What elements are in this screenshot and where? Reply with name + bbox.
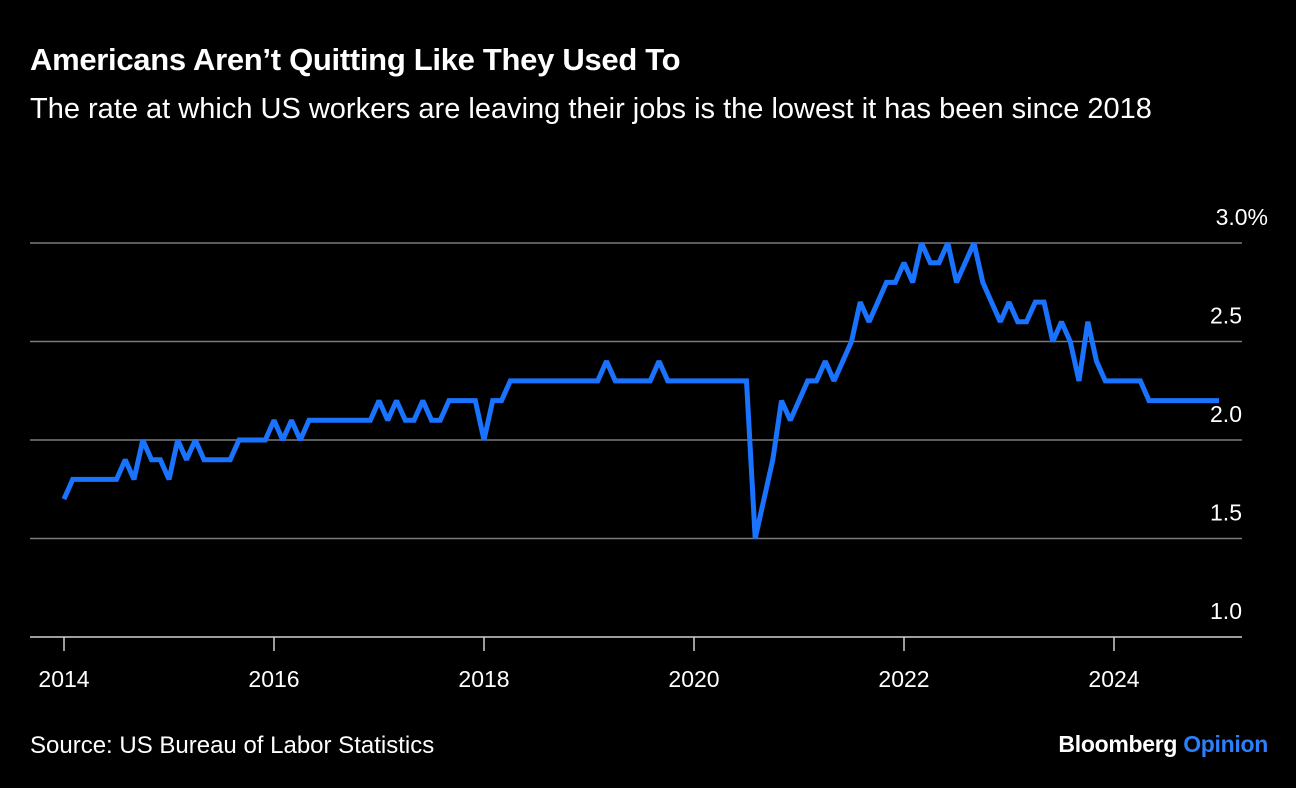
brand-bloomberg: Bloomberg: [1058, 731, 1178, 757]
y-tick-label: 3.0%: [1216, 204, 1268, 230]
y-tick-label: 1.5: [1210, 500, 1242, 526]
y-tick-label: 1.0: [1210, 598, 1242, 624]
x-tick-label: 2022: [878, 666, 929, 692]
x-tick-label: 2018: [458, 666, 509, 692]
series-lines: [61, 241, 1219, 540]
x-tick-label: 2016: [248, 666, 299, 692]
y-tick-label: 2.5: [1210, 303, 1242, 329]
x-tick-label: 2014: [38, 666, 89, 692]
x-axis-ticks: 2014 2016 2018 2020 2022 2024: [38, 637, 1140, 692]
y-tick-label: 2.0: [1210, 401, 1242, 427]
brand-logo: Bloomberg Opinion: [1058, 731, 1268, 758]
series-line-0: [61, 241, 1219, 540]
chart-title: Americans Aren’t Quitting Like They Used…: [30, 42, 681, 77]
source-note: Source: US Bureau of Labor Statistics: [30, 732, 435, 759]
gridlines: [30, 242, 1242, 638]
y-axis-ticks: 1.0 1.5 2.0 2.5 3.0%: [1210, 204, 1268, 624]
chart-subtitle: The rate at which US workers are leaving…: [30, 93, 1152, 125]
x-tick-label: 2024: [1088, 666, 1139, 692]
x-tick-label: 2020: [668, 666, 719, 692]
brand-opinion: Opinion: [1183, 731, 1268, 757]
